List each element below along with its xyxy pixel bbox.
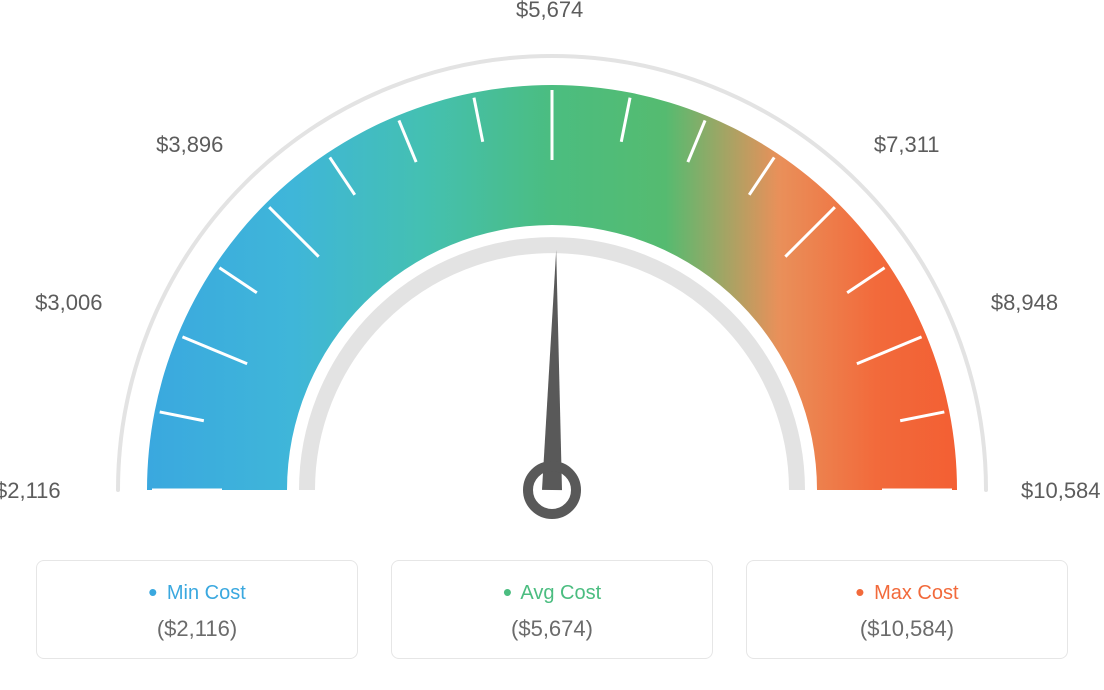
legend-title-min: • Min Cost	[37, 575, 357, 606]
gauge-tick-label: $10,584	[1021, 478, 1101, 504]
legend-card-max: • Max Cost ($10,584)	[746, 560, 1068, 659]
gauge-tick-label: $7,311	[874, 132, 940, 158]
gauge-svg	[0, 0, 1104, 540]
gauge-tick-label: $8,948	[991, 290, 1058, 316]
legend-title-max: • Max Cost	[747, 575, 1067, 606]
dot-icon: •	[855, 577, 864, 607]
legend-card-min: • Min Cost ($2,116)	[36, 560, 358, 659]
legend-label-avg: Avg Cost	[520, 582, 601, 604]
legend-row: • Min Cost ($2,116) • Avg Cost ($5,674) …	[0, 560, 1104, 659]
gauge-tick-label: $5,674	[516, 0, 583, 23]
legend-value-avg: ($5,674)	[392, 616, 712, 642]
gauge-tick-label: $3,006	[35, 290, 102, 316]
gauge-chart: $2,116 $3,006 $3,896 $5,674 $7,311 $8,948 $10,…	[0, 0, 1104, 540]
legend-title-avg: • Avg Cost	[392, 575, 712, 606]
legend-value-min: ($2,116)	[37, 616, 357, 642]
legend-value-max: ($10,584)	[747, 616, 1067, 642]
dot-icon: •	[148, 577, 157, 607]
legend-label-min: Min Cost	[167, 582, 246, 604]
legend-card-avg: • Avg Cost ($5,674)	[391, 560, 713, 659]
legend-label-max: Max Cost	[874, 582, 958, 604]
gauge-tick-label: $3,896	[156, 132, 223, 158]
gauge-tick-label: $2,116	[0, 478, 61, 504]
dot-icon: •	[503, 577, 512, 607]
